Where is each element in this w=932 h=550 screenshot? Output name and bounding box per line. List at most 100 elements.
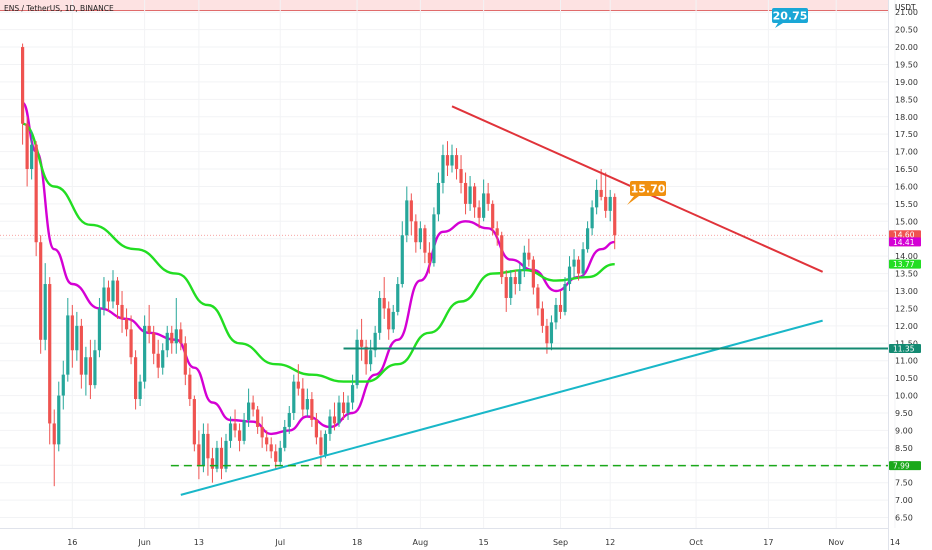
breakout-badge-pointer xyxy=(627,196,639,205)
y-tick-label: 18.50 xyxy=(895,95,918,104)
candle-body xyxy=(319,437,323,455)
y-tick-label: 20.50 xyxy=(895,26,918,35)
candle-body xyxy=(491,203,495,229)
candle-body xyxy=(391,311,395,330)
candle-body xyxy=(170,332,174,344)
top-pink-band xyxy=(0,0,888,11)
candle-body xyxy=(79,325,83,375)
candle-body xyxy=(174,329,178,344)
candle-body xyxy=(156,353,160,368)
candle-body xyxy=(595,189,599,208)
candle-body xyxy=(143,325,147,382)
candle-body xyxy=(436,182,441,215)
candle-body xyxy=(522,252,526,271)
y-tick-label: 15.50 xyxy=(895,200,918,209)
candle-body xyxy=(414,221,418,243)
candle-body xyxy=(305,399,309,410)
target-badge-pointer xyxy=(775,23,783,28)
candle-body xyxy=(369,350,373,365)
y-tick-label: 17.00 xyxy=(895,148,918,157)
candle-body xyxy=(43,284,47,340)
candle-body xyxy=(454,155,459,170)
candle-body xyxy=(563,284,567,312)
top-band-layer xyxy=(0,0,888,11)
candle-body xyxy=(21,47,25,124)
time-axis[interactable]: 16 Jun 13 Jul 18 Aug 15 Sep 12 Oct 17 Nov 14 xyxy=(0,528,900,548)
y-tick-label: 19.00 xyxy=(895,78,918,87)
candle-body xyxy=(572,259,576,267)
x-tick-label: 17 xyxy=(763,538,773,547)
y-tick-label: 7.00 xyxy=(895,496,913,505)
candle-body xyxy=(486,193,490,204)
candle-body xyxy=(396,284,400,312)
candle-body xyxy=(558,304,563,312)
candle-body xyxy=(400,235,404,285)
candle-body xyxy=(586,228,590,250)
x-tick-label: Aug xyxy=(413,538,429,547)
candle-body xyxy=(567,266,572,285)
candle-body xyxy=(504,277,508,298)
candle-body xyxy=(224,440,228,469)
candle-body xyxy=(427,252,431,264)
candle-body xyxy=(477,207,481,218)
candle-body xyxy=(531,259,535,288)
candle-body xyxy=(450,155,454,166)
target-badge: 20.75 xyxy=(773,10,808,23)
y-tick-label: 19.50 xyxy=(895,60,918,69)
candle-body xyxy=(201,433,205,466)
candle-body xyxy=(247,402,251,420)
candle-body xyxy=(482,193,486,218)
candle-body xyxy=(251,402,255,410)
candle-body xyxy=(287,412,291,427)
y-tick-label: 10.00 xyxy=(895,392,918,401)
x-tick-label: Jul xyxy=(274,538,285,547)
candle-body xyxy=(102,287,106,309)
symbol-header[interactable]: ENS / TetherUS, 1D, BINANCE xyxy=(4,4,114,13)
candle-body xyxy=(418,228,422,243)
candle-body xyxy=(310,399,314,420)
candle-body xyxy=(540,308,544,326)
candle-body xyxy=(269,444,273,452)
y-tick-label: 9.50 xyxy=(895,409,913,418)
candle-body xyxy=(237,430,242,441)
candle-body xyxy=(278,447,282,462)
candle-body xyxy=(219,447,224,469)
candle-body xyxy=(509,277,513,298)
x-tick-label: 13 xyxy=(194,538,204,547)
candle-body xyxy=(581,249,585,274)
candle-body xyxy=(608,196,612,211)
candle-body xyxy=(75,325,79,351)
y-tick-label: 8.50 xyxy=(895,444,913,453)
level-tag: 11.35 xyxy=(893,345,915,354)
candle-body xyxy=(405,200,409,236)
candle-body xyxy=(106,287,111,302)
ema-fast-tag: 14.41 xyxy=(893,238,915,247)
candle-body xyxy=(97,308,102,351)
target-badge-bg xyxy=(772,8,808,23)
candle-body xyxy=(341,402,346,413)
y-tick-label: 13.00 xyxy=(895,287,918,296)
y-tick-label: 13.50 xyxy=(895,270,918,279)
candle-body xyxy=(265,437,269,445)
y-tick-label: 10.50 xyxy=(895,374,918,383)
candle-body xyxy=(206,433,210,459)
candle-body xyxy=(228,423,233,441)
candle-body xyxy=(88,357,92,386)
x-tick-label: 12 xyxy=(605,538,615,547)
candle-body xyxy=(161,350,165,368)
ema-slow-tag: 13.77 xyxy=(893,260,915,269)
y-tick-label: 11.00 xyxy=(895,357,918,366)
y-tick-label: 12.00 xyxy=(895,322,918,331)
candle-body xyxy=(590,207,594,229)
current-price-tag: 14.60 xyxy=(893,231,915,240)
price-axis[interactable]: USDT 6.507.007.508.008.509.009.5010.0010… xyxy=(888,0,918,550)
candle-body xyxy=(84,357,88,375)
candle-body xyxy=(61,374,65,396)
candle-body xyxy=(256,409,260,427)
y-tick-label: 11.50 xyxy=(895,339,918,348)
support-trendline xyxy=(180,319,823,496)
x-tick-label: 18 xyxy=(352,538,362,547)
